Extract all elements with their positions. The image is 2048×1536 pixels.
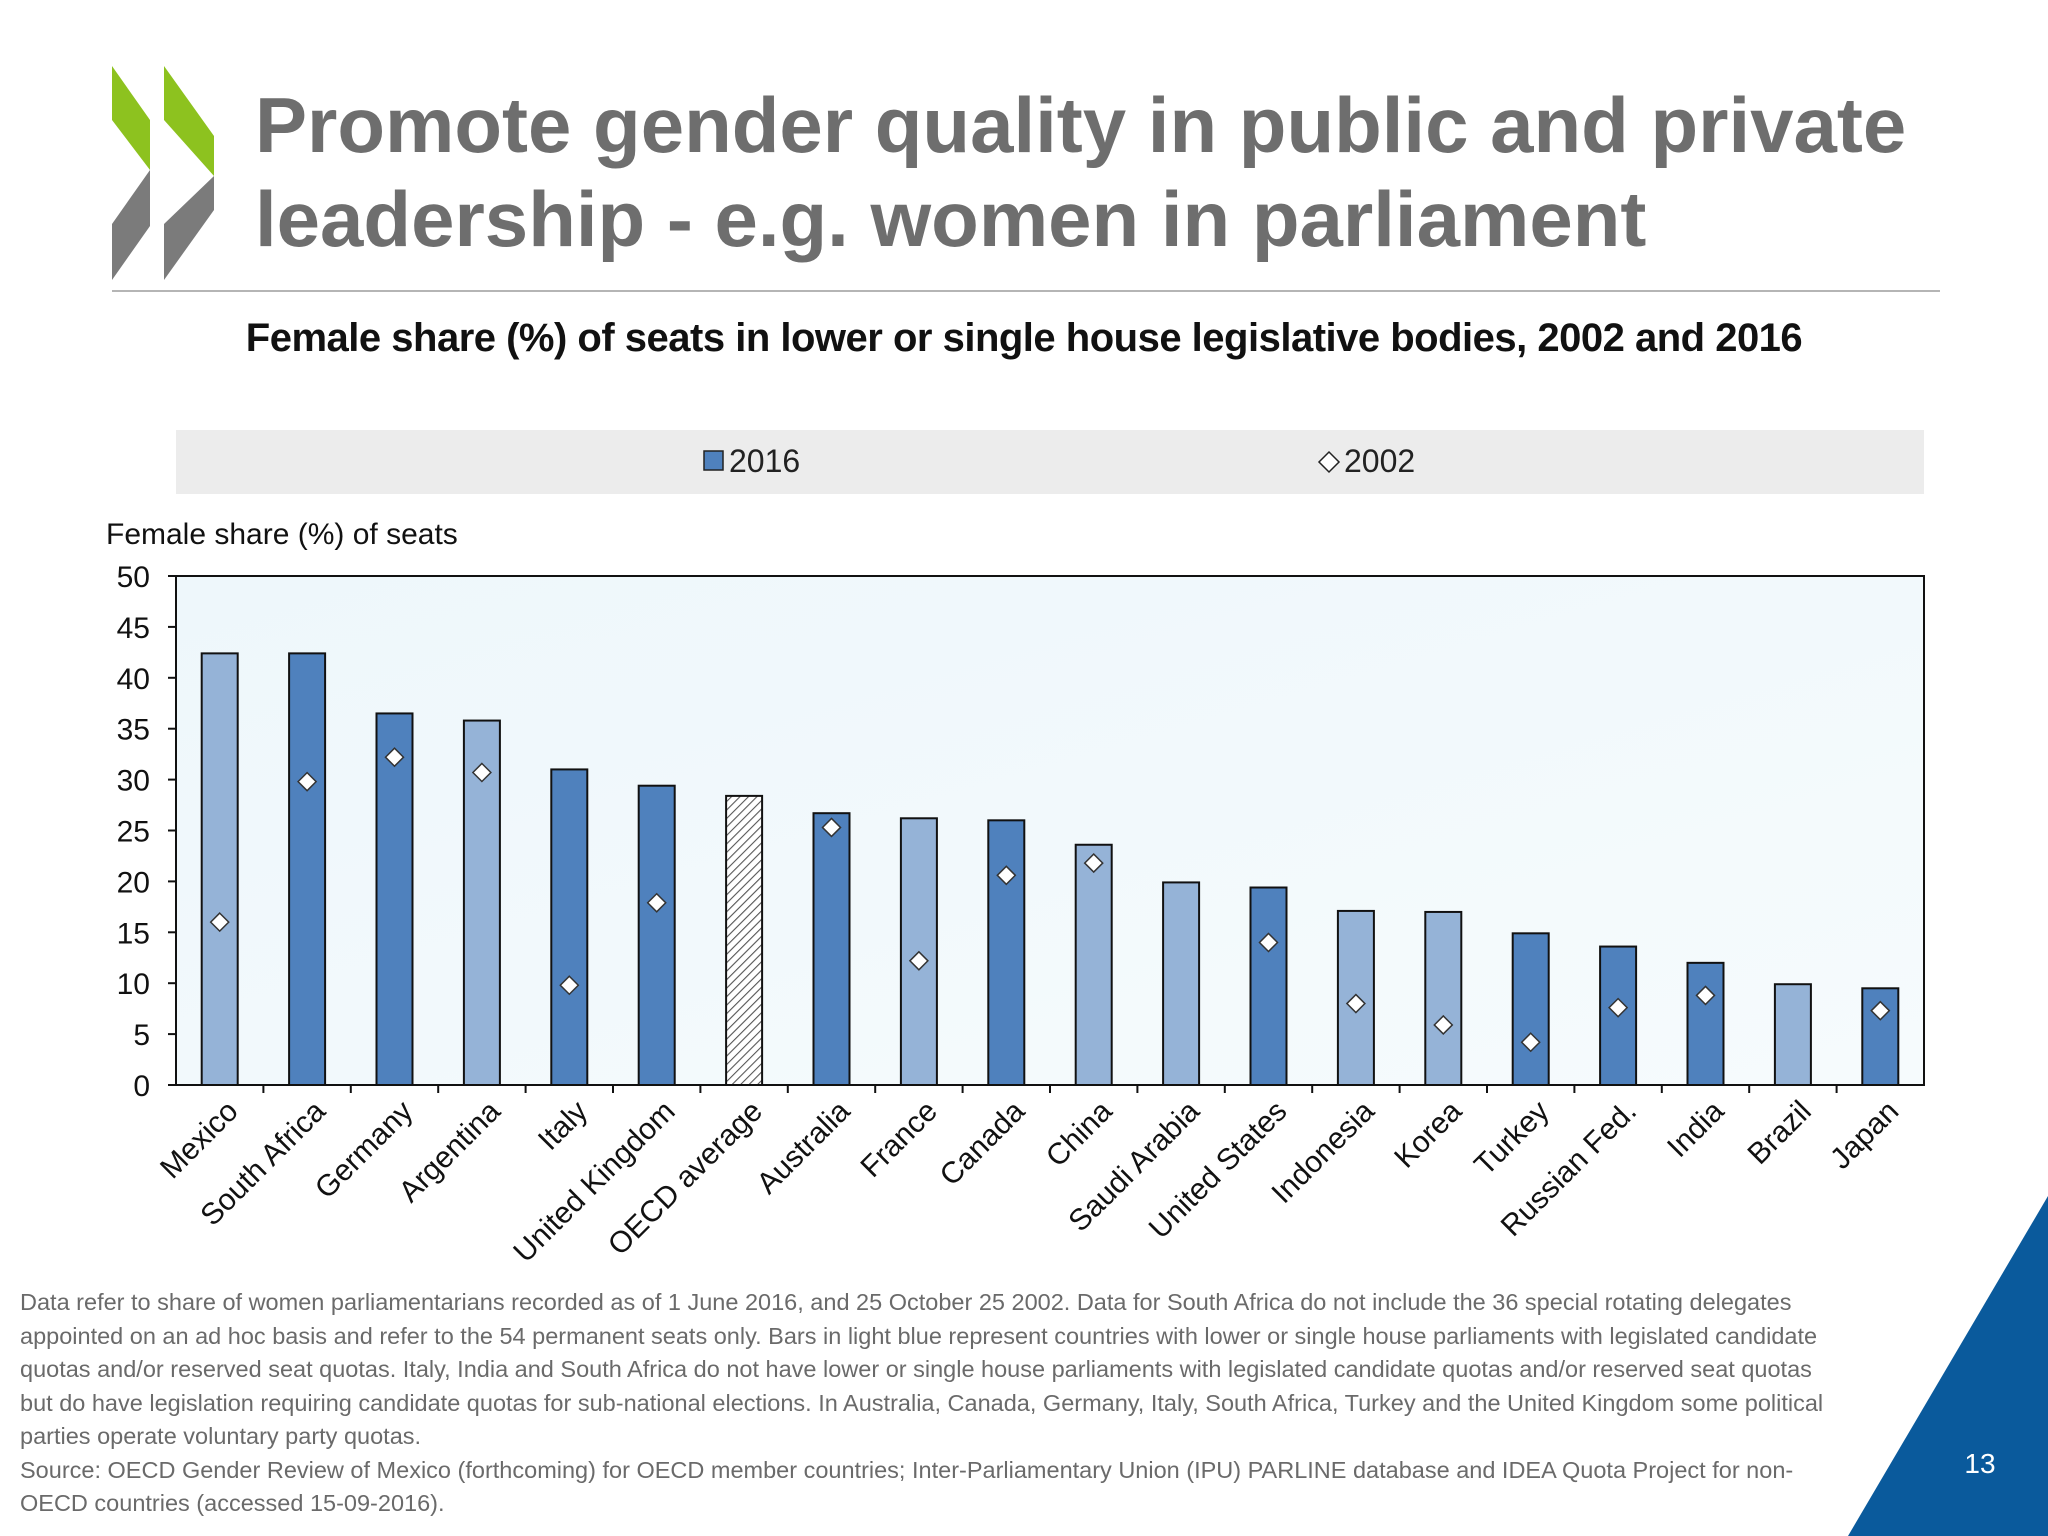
y-tick-label: 5 [133,1019,150,1052]
logo-green-chevron-left [112,66,150,170]
chart-notes: Data refer to share of women parliamenta… [20,1286,1840,1521]
x-category-label: Brazil [1741,1095,1817,1171]
bar-2016 [1074,843,1113,1087]
slide-title-line-1: Promote gender quality in public and pri… [255,81,1907,169]
marker-2002 [559,975,580,996]
x-category-label: France [854,1095,943,1184]
slide-title-line-2: leadership - e.g. women in parliament [255,175,1647,263]
data-note: Data refer to share of women parliamenta… [20,1289,1824,1449]
logo-gray-chevron-right [164,176,214,280]
y-tick-label: 0 [133,1070,150,1103]
x-category-label: Turkey [1468,1095,1555,1182]
marker-2002 [908,950,929,971]
bar-2016 [725,794,764,1086]
corner-triangle [1848,1196,2048,1536]
legend-2016-label: 2016 [729,443,800,479]
legend-2002-label: 2002 [1344,443,1415,479]
x-category-label: Canada [934,1094,1032,1192]
marker-2002 [1433,1014,1454,1035]
page-number: 13 [1964,1448,1996,1479]
legend-2016-swatch [703,450,724,471]
bar-2016 [1249,886,1288,1086]
logo-gray-chevron-left [112,170,150,280]
marker-2002 [1345,993,1366,1014]
y-tick-label: 15 [117,917,150,950]
bar-2016 [1599,945,1638,1086]
x-category-label: India [1661,1094,1731,1164]
source-note: Source: OECD Gender Review of Mexico (fo… [20,1456,1794,1517]
marker-2002 [821,817,842,838]
bar-2016 [1162,881,1201,1087]
marker-2002 [1870,1000,1891,1021]
marker-2002 [1083,853,1104,874]
y-axis-title: Female share (%) of seats [106,518,458,551]
marker-2002 [297,771,318,792]
bar-2016 [1511,932,1550,1086]
bar-2016 [812,812,851,1086]
bar-2016 [550,768,589,1086]
x-category-label: Korea [1388,1094,1468,1174]
x-category-label: Japan [1824,1095,1905,1176]
y-tick-label: 35 [117,714,150,747]
y-tick-label: 10 [117,968,150,1001]
marker-2002 [209,912,230,933]
bar-2016 [637,784,676,1086]
x-category-label: Italy [532,1095,594,1157]
y-tick-label: 45 [117,612,150,645]
marker-2002 [1520,1032,1541,1053]
y-tick-label: 25 [117,816,150,849]
bar-2016 [375,712,414,1086]
legend-box [176,430,1924,494]
logo-green-chevron-right [164,66,214,176]
x-category-label: Australia [751,1094,857,1200]
bar-2016 [987,819,1026,1086]
bar-2016 [1424,910,1463,1086]
legend-2002-diamond [1317,450,1341,474]
y-tick-label: 30 [117,765,150,798]
y-tick-label: 50 [117,561,150,594]
marker-2002 [646,892,667,913]
y-tick-label: 20 [117,866,150,899]
x-category-label: OECD average [602,1095,769,1262]
title-divider [112,290,1940,292]
marker-2002 [384,747,405,768]
marker-2002 [1695,985,1716,1006]
plot-area [175,575,1925,1086]
x-category-label: China [1040,1094,1119,1173]
bar-2016 [1686,961,1725,1087]
marker-2002 [1608,997,1629,1018]
chart-title: Female share (%) of seats in lower or si… [245,316,1803,360]
marker-2002 [996,865,1017,886]
bar-2016 [288,652,327,1086]
oecd-chevron-logo [112,66,214,280]
slide-title: Promote gender quality in public and pri… [255,78,1995,266]
marker-2002 [471,762,492,783]
bar-2016 [200,652,239,1086]
y-tick-label: 40 [117,663,150,696]
x-category-label: United Kingdom [507,1095,681,1269]
marker-2002 [1258,932,1279,953]
bar-2016 [1773,983,1812,1087]
